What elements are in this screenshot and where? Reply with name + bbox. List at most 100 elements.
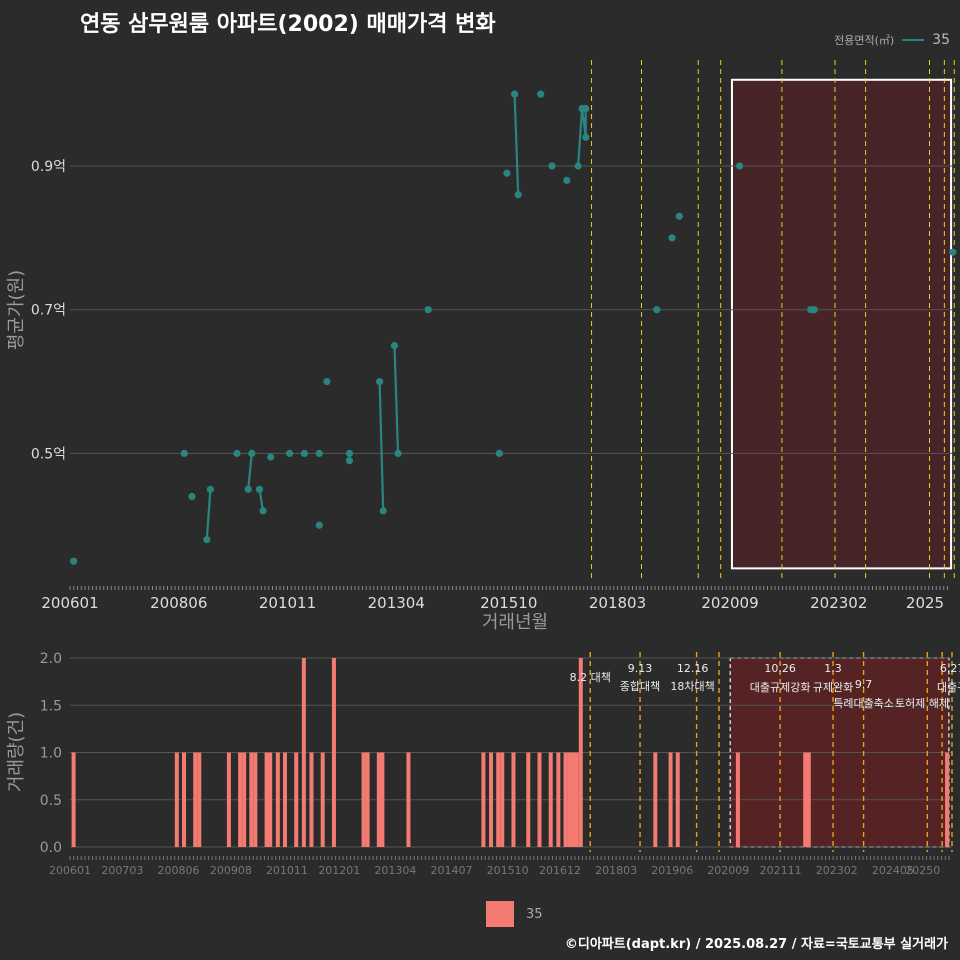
volume-bar <box>489 752 494 847</box>
x-tick-label: 201011 <box>259 594 316 612</box>
event-date-label: 1.3 <box>824 662 842 675</box>
x-tick-label-bottom: 201906 <box>651 864 693 877</box>
x-tick-label: 202302 <box>810 594 867 612</box>
volume-bar <box>563 752 568 847</box>
volume-bar <box>226 752 231 847</box>
event-date-label: 9.13 <box>628 662 653 675</box>
volume-bar <box>193 752 198 847</box>
event-date-label: 12.16 <box>677 662 709 675</box>
price-point <box>259 507 267 515</box>
price-point <box>244 485 252 493</box>
volume-bar <box>249 752 254 847</box>
volume-bar <box>253 752 258 847</box>
price-point <box>424 306 432 314</box>
price-line-segment <box>247 453 253 490</box>
volume-bar <box>668 752 673 847</box>
volume-bar <box>320 752 325 847</box>
volume-bar <box>578 658 583 847</box>
price-point <box>315 449 323 457</box>
price-line-segment <box>378 381 385 511</box>
event-policy-label: 규제완화 <box>813 681 853 694</box>
volume-bar <box>294 752 299 847</box>
price-point <box>180 449 188 457</box>
volume-bar <box>574 752 579 847</box>
x-tick-label: 200806 <box>150 594 207 612</box>
x-tick-label-bottom: 201201 <box>318 864 360 877</box>
price-point <box>345 456 354 465</box>
volume-bar <box>268 752 273 847</box>
price-point <box>949 248 957 256</box>
volume-bar <box>526 752 531 847</box>
volume-bar <box>309 752 314 847</box>
y-tick-label: 0.7억 <box>31 303 66 319</box>
x-tick-label: 200601 <box>41 594 98 612</box>
price-point <box>323 377 331 386</box>
y-tick-label: 0.5억 <box>31 446 66 462</box>
volume-bar <box>71 752 76 847</box>
volume-bar <box>735 752 740 847</box>
volume-bar <box>406 752 411 847</box>
volume-bar <box>675 752 680 847</box>
price-point <box>188 492 196 501</box>
price-point <box>300 449 309 457</box>
price-line-segment <box>513 94 520 195</box>
bar-legend: 35 <box>486 901 543 927</box>
chart-title: 연동 삼무원룸 아파트(2002) 매매가격 변화 <box>80 12 496 37</box>
x-tick-label-bottom: 202111 <box>760 864 802 877</box>
x-tick-label: 202009 <box>701 594 758 612</box>
volume-bar <box>182 752 187 847</box>
x-tick-label-bottom: 202302 <box>816 864 858 877</box>
legend-label: 35 <box>932 32 950 48</box>
volume-bar <box>653 752 658 847</box>
price-point <box>203 536 211 544</box>
y-tick-label-bottom: 1.0 <box>40 746 62 762</box>
price-point <box>810 306 818 314</box>
price-point <box>574 162 582 170</box>
event-policy-label: 특례대출축소 <box>833 697 894 710</box>
x-tick-label: 2025 <box>906 594 944 612</box>
x-tick-label-bottom: 200908 <box>210 864 252 877</box>
price-line-segment <box>577 108 587 167</box>
x-tick-label: 201304 <box>368 594 425 612</box>
volume-bar <box>283 752 288 847</box>
volume-bar <box>548 752 553 847</box>
volume-bar <box>376 752 381 847</box>
price-point <box>495 449 503 457</box>
x-tick-label-bottom: 201612 <box>539 864 581 877</box>
x-tick-label-bottom: 201407 <box>431 864 473 877</box>
legend: 전용면적(㎡) 35 <box>834 32 950 48</box>
volume-bar <box>567 752 572 847</box>
volume-bar <box>174 752 179 847</box>
price-point <box>582 104 590 113</box>
price-point <box>514 191 522 199</box>
x-tick-label-bottom: 202009 <box>707 864 749 877</box>
x-tick-label-bottom: 201510 <box>487 864 529 877</box>
price-point <box>255 485 264 493</box>
price-point <box>537 90 545 98</box>
volume-bar <box>945 752 950 847</box>
x-axis-title: 거래년월 <box>482 612 548 633</box>
price-point <box>653 306 661 314</box>
price-point <box>248 449 256 457</box>
price-line-segment <box>205 489 212 540</box>
price-point <box>503 169 511 177</box>
x-tick-label-bottom: 201304 <box>374 864 416 877</box>
x-tick-label-bottom: 200806 <box>157 864 199 877</box>
x-tick-label: 201803 <box>589 594 646 612</box>
event-policy-label: 종합대책 <box>620 680 660 693</box>
x-tick-label-bottom: 201803 <box>595 864 637 877</box>
y-tick-label-bottom: 1.5 <box>40 698 62 714</box>
price-point <box>286 449 294 457</box>
y-axis-title: 평균가(원) <box>6 270 27 350</box>
volume-bar <box>242 752 247 847</box>
y-axis-title-bottom: 거래량(건) <box>6 712 27 792</box>
volume-bar <box>496 752 501 847</box>
legend-line-swatch <box>902 39 925 41</box>
price-point <box>668 234 676 242</box>
price-point <box>315 521 323 529</box>
price-line-segment <box>393 345 400 454</box>
volume-bar <box>556 752 561 847</box>
price-point <box>394 449 402 457</box>
y-tick-label-bottom: 2.0 <box>40 651 62 667</box>
